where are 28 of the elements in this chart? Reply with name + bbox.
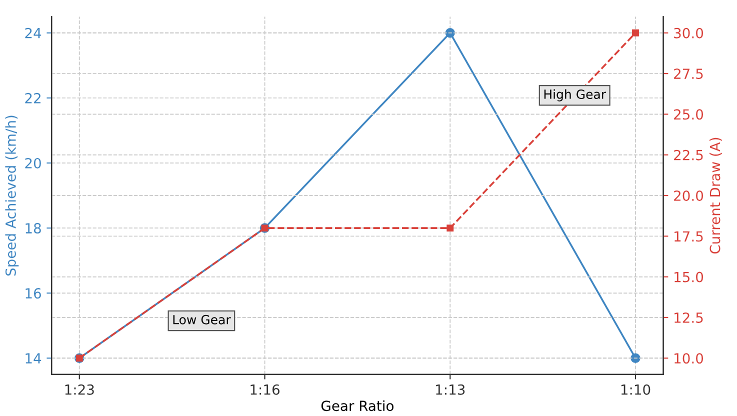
x-tick-label: 1:16 xyxy=(250,384,280,395)
y2-tick-label: 27.5 xyxy=(674,68,703,80)
y2-tick-label: 12.5 xyxy=(674,312,703,323)
point xyxy=(632,29,639,36)
y2-tick-label: 10.0 xyxy=(674,353,704,364)
y2-tick-label: 22.5 xyxy=(674,150,703,160)
y2-tick-label: 25.0 xyxy=(674,109,704,120)
x-tick-label: 1:13 xyxy=(436,384,465,395)
x-tick-label: 1:23 xyxy=(65,384,94,395)
y2-tick-label: 30.0 xyxy=(674,28,704,38)
x-tick-label: 1:10 xyxy=(621,384,650,395)
y2-tick-label: 17.5 xyxy=(674,231,703,242)
y-tick-label: 24 xyxy=(25,28,42,38)
y-tick-label: 20 xyxy=(25,158,41,168)
point xyxy=(445,28,455,38)
y-tick-label: 16 xyxy=(26,288,41,299)
y-tick-label: 22 xyxy=(25,92,40,104)
point xyxy=(630,353,640,363)
y-axis-title: Speed Achieved (km/h) xyxy=(5,116,19,276)
point xyxy=(446,224,454,232)
y-tick-label: 14 xyxy=(26,353,42,364)
y2-axis-title: Current Draw (A) xyxy=(710,138,722,254)
y-tick-label: 18 xyxy=(26,223,41,234)
annotation: Low Gear xyxy=(173,314,231,324)
annotation: High Gear xyxy=(544,89,606,102)
y2-tick-label: 20.0 xyxy=(674,190,704,201)
y2-tick-label: 15.0 xyxy=(674,272,704,282)
x-axis-title: Gear Ratio xyxy=(321,400,394,412)
